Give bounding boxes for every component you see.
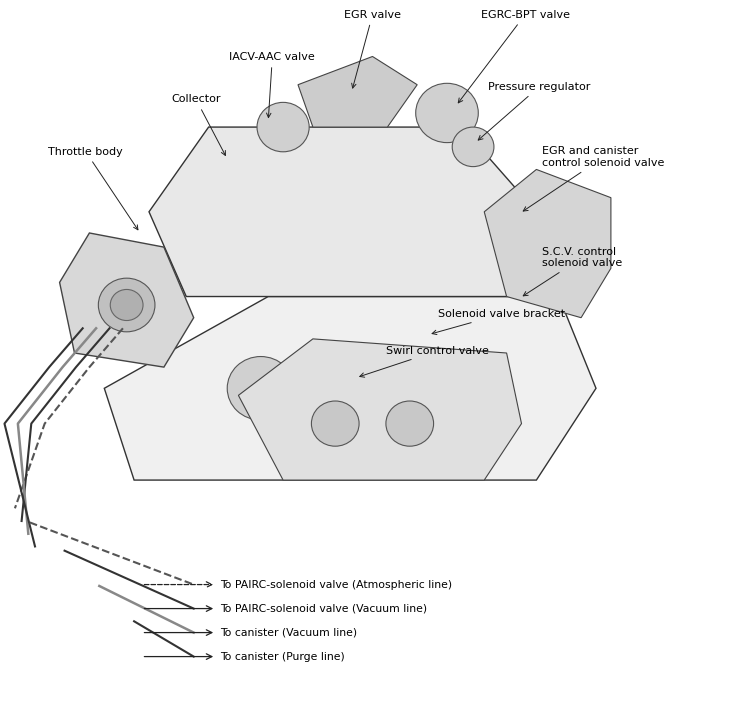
Circle shape xyxy=(227,357,294,420)
Circle shape xyxy=(110,289,143,321)
Text: To canister (Vacuum line): To canister (Vacuum line) xyxy=(221,628,358,638)
Text: Solenoid valve bracket: Solenoid valve bracket xyxy=(432,309,565,335)
Circle shape xyxy=(413,371,481,434)
Circle shape xyxy=(98,278,155,332)
Text: EGR valve: EGR valve xyxy=(344,10,401,88)
Circle shape xyxy=(339,357,406,420)
Circle shape xyxy=(416,83,478,143)
Circle shape xyxy=(311,401,359,446)
Circle shape xyxy=(257,102,309,152)
Text: IACV-AAC valve: IACV-AAC valve xyxy=(229,52,315,118)
Text: Swirl control valve: Swirl control valve xyxy=(360,346,489,377)
Text: S.C.V. control
solenoid valve: S.C.V. control solenoid valve xyxy=(523,246,623,296)
Text: To PAIRC-solenoid valve (Atmospheric line): To PAIRC-solenoid valve (Atmospheric lin… xyxy=(221,580,453,590)
Text: Pressure regulator: Pressure regulator xyxy=(478,82,590,140)
Polygon shape xyxy=(298,56,417,127)
Text: EGRC-BPT valve: EGRC-BPT valve xyxy=(458,10,569,103)
Polygon shape xyxy=(484,169,611,318)
Polygon shape xyxy=(149,127,536,297)
Text: Collector: Collector xyxy=(171,95,226,155)
Polygon shape xyxy=(238,339,522,480)
Text: To canister (Purge line): To canister (Purge line) xyxy=(221,652,345,662)
Text: Throttle body: Throttle body xyxy=(48,147,138,229)
Circle shape xyxy=(386,401,434,446)
Polygon shape xyxy=(104,297,596,480)
Polygon shape xyxy=(60,233,194,367)
Circle shape xyxy=(452,127,494,167)
Text: EGR and canister
control solenoid valve: EGR and canister control solenoid valve xyxy=(523,146,665,211)
Text: To PAIRC-solenoid valve (Vacuum line): To PAIRC-solenoid valve (Vacuum line) xyxy=(221,604,428,614)
